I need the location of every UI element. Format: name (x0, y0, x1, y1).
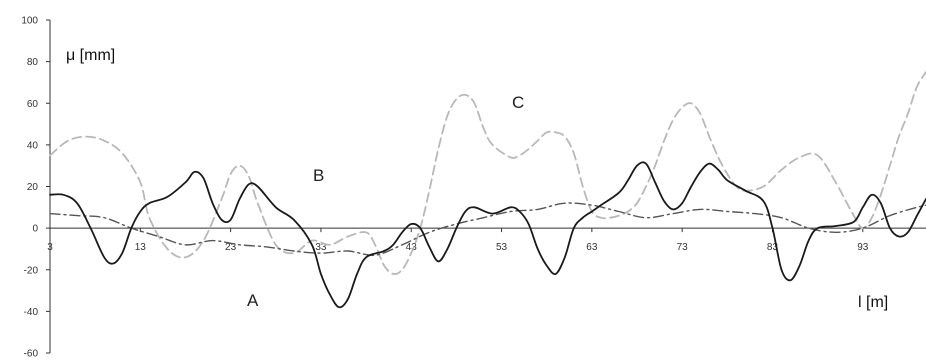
x-tick-label: 93 (857, 242, 869, 253)
y-tick-label: -40 (24, 307, 39, 318)
x-tick-label: 73 (677, 242, 689, 253)
x-tick-label: 13 (135, 242, 147, 253)
series-line-a (49, 161, 926, 309)
series-label-c: C (512, 93, 524, 112)
x-tick-label: 43 (406, 242, 418, 253)
series-line-b (49, 202, 926, 257)
series-label-b: B (313, 166, 324, 185)
y-tick-label: 80 (27, 57, 39, 68)
series-line-c (49, 71, 926, 275)
series-layer (49, 71, 926, 309)
series-label-a: A (247, 291, 259, 310)
x-tick-label: 53 (496, 242, 508, 253)
y-axis: 100 80 60 40 20 0 -20 -40 -60 (21, 16, 51, 360)
x-tick-label: 23 (225, 242, 237, 253)
y-axis-label: μ [mm] (66, 47, 115, 64)
y-tick-label: 60 (27, 99, 39, 110)
y-tick-label: 100 (21, 16, 38, 27)
x-tick-label: 63 (586, 242, 598, 253)
x-tick-label: 83 (767, 242, 779, 253)
y-tick-label: 20 (27, 182, 39, 193)
x-axis-label: l [m] (858, 294, 888, 311)
x-axis: 3 13 23 33 43 53 63 73 83 93 (47, 227, 926, 253)
y-tick-label: -60 (24, 349, 39, 360)
x-tick-label: 33 (315, 242, 327, 253)
y-tick-label: 0 (32, 224, 38, 235)
x-tick-label: 3 (47, 242, 53, 253)
y-tick-label: -20 (24, 265, 39, 276)
y-tick-label: 40 (27, 140, 39, 151)
